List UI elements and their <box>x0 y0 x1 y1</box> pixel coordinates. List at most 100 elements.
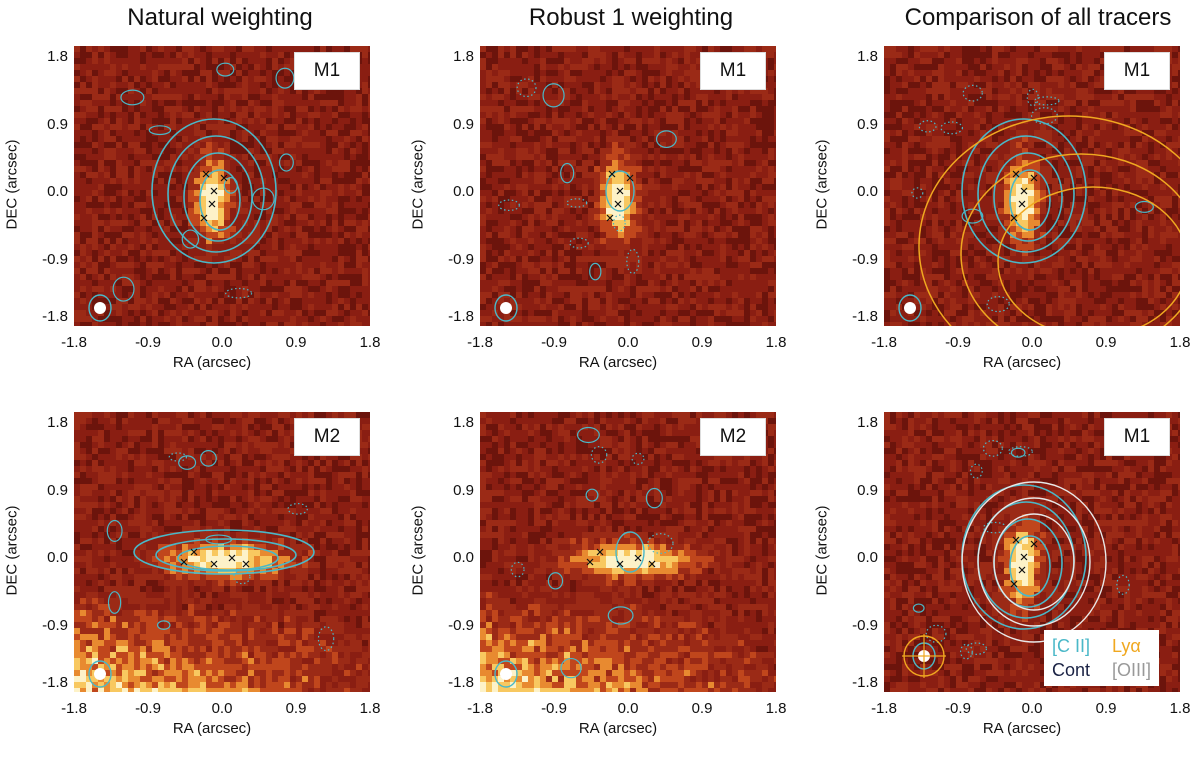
y-tick-label: 0.9 <box>857 115 878 133</box>
x-tick-label: 1.8 <box>765 700 787 717</box>
panel-tag: M2 <box>700 418 766 456</box>
noise-contour <box>645 487 663 509</box>
y-tick-label: 0.0 <box>857 549 878 566</box>
legend-cont: Cont <box>1052 660 1091 680</box>
noise-contour <box>156 620 171 630</box>
noise-contour <box>120 89 145 106</box>
x-tick-label: 0.9 <box>1095 700 1117 717</box>
image-panel-p1 <box>74 46 370 326</box>
source-marker <box>606 214 614 222</box>
cii-contour <box>977 135 1075 253</box>
cii-contour <box>605 170 635 212</box>
cii-contour <box>993 152 1063 242</box>
noise-contour <box>647 533 674 554</box>
y-tick-label: -0.9 <box>42 616 68 634</box>
x-tick-label: 0.9 <box>285 700 307 717</box>
noise-contour <box>251 187 275 211</box>
source-marker <box>1010 580 1018 588</box>
y-tick-label: 1.8 <box>47 414 68 431</box>
lya-contour <box>997 186 1180 326</box>
noise-contour <box>233 569 251 585</box>
y-axis-label: DEC (arcsec) <box>813 505 831 596</box>
noise-contour <box>959 643 973 660</box>
flux-map-p1 <box>74 46 370 326</box>
source-marker <box>210 560 218 568</box>
x-tick-label: -0.9 <box>541 700 567 717</box>
y-tick-label: -0.9 <box>448 250 474 268</box>
source-marker <box>242 560 250 568</box>
noise-contour <box>925 624 947 643</box>
x-tick-label: 1.8 <box>1169 334 1191 351</box>
y-tick-label: -0.9 <box>852 250 878 268</box>
noise-contour <box>547 572 564 590</box>
noise-contour <box>961 208 984 224</box>
noise-contour <box>560 657 582 679</box>
noise-contour <box>1134 200 1154 213</box>
y-tick-label: 1.8 <box>857 48 878 65</box>
cii-contour <box>199 169 241 231</box>
column-title-natural: Natural weighting <box>127 4 313 31</box>
image-panel-p2 <box>480 46 776 326</box>
tracer-legend: [C II] Lyα Cont [OIII] <box>1044 630 1160 686</box>
source-marker <box>1020 553 1028 561</box>
noise-contour <box>278 153 294 172</box>
x-axis-label: RA (arcsec) <box>578 720 658 737</box>
noise-contour <box>516 78 537 98</box>
x-tick-label: -0.9 <box>945 700 971 717</box>
x-tick-label: 0.0 <box>211 334 233 351</box>
x-tick-label: 0.9 <box>285 334 307 351</box>
legend-lya: Lyα <box>1112 636 1141 656</box>
x-tick-label: -1.8 <box>61 334 87 351</box>
noise-contour <box>560 162 575 184</box>
noise-contour <box>585 488 599 502</box>
noise-contour <box>106 519 123 542</box>
noise-contour <box>287 502 308 515</box>
noise-contour <box>590 446 608 464</box>
noise-contour <box>1026 88 1039 107</box>
y-tick-label: -0.9 <box>42 250 68 268</box>
noise-contour <box>612 214 626 232</box>
noise-contour <box>181 229 200 249</box>
x-tick-label: 0.9 <box>691 334 713 351</box>
noise-contour <box>223 176 238 194</box>
x-tick-label: -0.9 <box>135 700 161 717</box>
y-tick-label: 0.0 <box>47 183 68 200</box>
source-marker <box>1012 536 1020 544</box>
beam-ellipse <box>898 294 922 322</box>
cii-contour <box>167 135 265 253</box>
y-tick-label: 1.8 <box>453 48 474 65</box>
y-tick-label: -1.8 <box>852 674 878 691</box>
source-marker <box>1020 187 1028 195</box>
x-axis-label: RA (arcsec) <box>578 354 658 371</box>
source-marker <box>596 548 604 556</box>
panel-tag: M1 <box>700 52 766 90</box>
x-tick-label: 0.0 <box>617 334 639 351</box>
y-tick-label: 0.9 <box>453 481 474 499</box>
y-axis-label: DEC (arcsec) <box>3 505 21 596</box>
beam-ellipse <box>902 634 946 678</box>
noise-contour <box>107 591 122 614</box>
y-tick-label: 0.0 <box>857 183 878 200</box>
x-tick-label: 0.0 <box>211 700 233 717</box>
y-tick-label: -0.9 <box>448 616 474 634</box>
noise-contour <box>626 248 640 274</box>
panel-tag: M1 <box>1104 418 1170 456</box>
y-tick-label: 0.9 <box>453 115 474 133</box>
beam-ellipse <box>88 294 112 322</box>
noise-contour <box>205 534 233 545</box>
source-marker <box>616 560 624 568</box>
noise-contour <box>168 452 188 462</box>
y-tick-label: 0.9 <box>857 481 878 499</box>
source-marker <box>180 558 188 566</box>
beam-ellipse <box>494 294 518 322</box>
source-marker <box>1030 540 1038 548</box>
panel-tag: M2 <box>294 418 360 456</box>
cii-contour <box>615 531 645 573</box>
noise-contour <box>542 83 565 108</box>
x-tick-label: 1.8 <box>1169 700 1191 717</box>
x-tick-label: 1.8 <box>359 700 381 717</box>
x-tick-label: 0.9 <box>1095 334 1117 351</box>
cii-contour <box>961 118 1087 264</box>
noise-contour <box>1034 96 1060 106</box>
noise-contour <box>969 463 983 479</box>
